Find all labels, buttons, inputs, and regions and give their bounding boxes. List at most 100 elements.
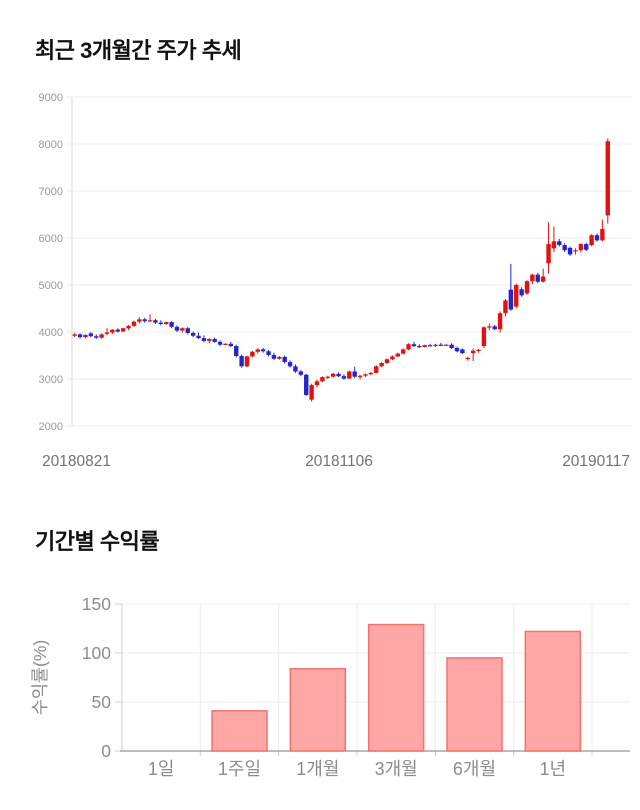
candle-up xyxy=(250,350,255,358)
candle-up xyxy=(255,348,260,354)
candle-up xyxy=(589,234,594,247)
candle-down xyxy=(298,370,304,377)
candle-up xyxy=(422,344,427,348)
candle-down xyxy=(594,233,600,242)
candle-up xyxy=(368,371,374,376)
return-bar xyxy=(446,657,503,752)
candle-down xyxy=(115,328,120,333)
candle-up xyxy=(487,323,492,331)
price-candlestick-chart: 2000 3000 4000 5000 6000 7000 8000 9000 20180821… xyxy=(39,92,632,470)
candle-down xyxy=(449,343,454,349)
candle-up xyxy=(600,219,605,242)
candle-down xyxy=(535,272,540,284)
category-label: 1주일 xyxy=(218,759,261,779)
candle-up xyxy=(277,355,282,360)
candle-down xyxy=(196,332,201,340)
y-tick-label: 6000 xyxy=(39,233,63,245)
candle-up xyxy=(374,365,379,374)
candle-down xyxy=(212,337,217,343)
candle-up xyxy=(481,326,487,348)
candle-down xyxy=(228,341,234,348)
candle-down xyxy=(282,355,287,364)
candle-up xyxy=(514,283,519,309)
return-bar xyxy=(211,710,268,752)
candle-up xyxy=(207,338,212,344)
y-tick-label: 100 xyxy=(82,643,111,663)
returns-chart-title: 기간별 수익률 xyxy=(35,529,160,554)
candle-up xyxy=(223,343,228,346)
candle-up xyxy=(104,328,110,336)
candle-up xyxy=(400,348,406,355)
candle-down xyxy=(304,373,309,396)
category-label: 6개월 xyxy=(453,759,496,779)
y-tick-label: 9000 xyxy=(39,92,63,104)
x-tick-label: 20190117 xyxy=(562,453,630,470)
candle-down xyxy=(341,374,347,380)
category-label: 1일 xyxy=(148,759,175,779)
candle-up xyxy=(131,320,137,327)
candle-up xyxy=(110,329,115,334)
returns-bar-chart: 0 50 100 150 1일 1주일 1개월 3개월 6개월 1년 수익률(%) xyxy=(30,594,630,779)
candle-up xyxy=(444,344,449,347)
y-tick-label: 3000 xyxy=(39,374,63,386)
candle-down xyxy=(142,317,147,323)
y-tick-label: 0 xyxy=(101,741,111,761)
candle-up xyxy=(476,348,481,353)
candle-up xyxy=(546,222,551,274)
x-tick-label: 20181106 xyxy=(305,453,373,470)
candle-up xyxy=(363,373,368,378)
candle-up xyxy=(99,333,104,339)
return-bar xyxy=(289,667,347,752)
candle-down xyxy=(287,360,293,368)
candle-up xyxy=(120,327,126,332)
candle-down xyxy=(438,342,444,347)
candle-up xyxy=(390,355,395,361)
candle-up xyxy=(72,332,77,338)
candle-up xyxy=(503,299,508,317)
candle-up xyxy=(465,356,470,361)
candle-down xyxy=(427,343,433,347)
candle-down xyxy=(174,325,180,332)
category-label: 1년 xyxy=(540,759,567,779)
candle-down xyxy=(201,335,207,343)
candle-down xyxy=(266,349,271,357)
candle-up xyxy=(470,348,476,362)
candle-down xyxy=(234,344,239,358)
candle-up xyxy=(573,248,578,255)
candle-down xyxy=(190,331,196,338)
candle-up xyxy=(320,376,325,383)
candle-up xyxy=(83,334,88,339)
candle-up xyxy=(309,383,314,402)
candle-up xyxy=(314,379,320,388)
return-bar xyxy=(367,623,425,752)
candle-up xyxy=(379,362,384,368)
candle-down xyxy=(562,243,567,253)
candle-up xyxy=(384,358,390,364)
candle-up xyxy=(325,375,330,379)
candle-up xyxy=(164,321,169,325)
candle-up xyxy=(524,280,530,295)
candle-down xyxy=(239,354,244,368)
candle-down xyxy=(557,238,562,247)
y-tick-label: 150 xyxy=(82,594,111,614)
candle-up xyxy=(497,311,503,333)
candle-down xyxy=(88,332,94,338)
candle-down xyxy=(185,326,190,335)
candle-down xyxy=(454,346,460,353)
candle-down xyxy=(217,340,223,347)
candle-down xyxy=(417,344,422,348)
candle-down xyxy=(492,324,497,331)
candle-down xyxy=(94,334,99,340)
category-label: 1개월 xyxy=(296,759,339,779)
candle-down xyxy=(271,352,277,361)
candle-down xyxy=(169,321,174,329)
y-tick-label: 7000 xyxy=(39,186,63,198)
candle-up xyxy=(147,314,153,323)
candle-up xyxy=(551,226,557,253)
y-tick-label: 50 xyxy=(92,692,112,712)
candle-up xyxy=(347,370,352,379)
candle-up xyxy=(540,268,546,283)
y-tick-label: 4000 xyxy=(39,327,63,339)
category-label: 3개월 xyxy=(375,759,418,779)
